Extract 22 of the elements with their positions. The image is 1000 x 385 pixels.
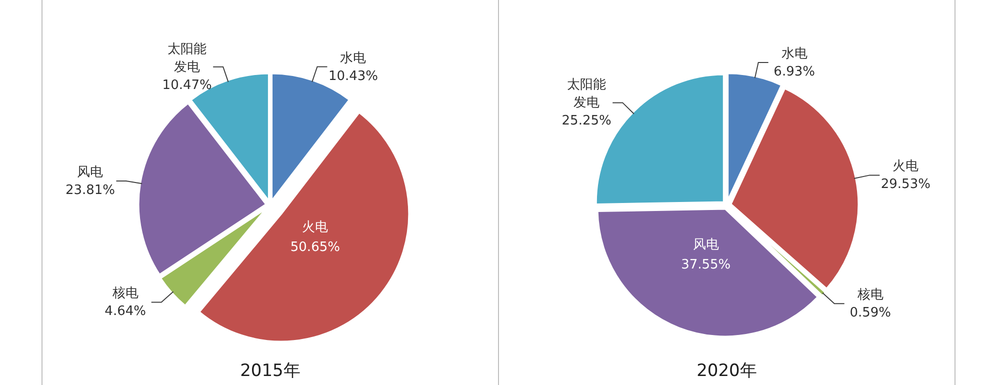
data-label: 29.53% — [880, 177, 930, 192]
slice-label: 核电 — [111, 286, 138, 302]
slice-label: 火电 — [892, 159, 919, 174]
text: 2015年 — [240, 361, 300, 381]
data-label: 6.93% — [774, 64, 815, 80]
slice-label: 太阳能发电 — [567, 78, 606, 111]
slice-label: 核电 — [856, 288, 884, 303]
text: 2020年 — [696, 361, 757, 381]
data-label: 4.64% — [104, 304, 146, 320]
slice-label: 水电 — [781, 46, 808, 62]
data-label: 50.65% — [290, 240, 340, 256]
slice-label: 风电 — [77, 165, 104, 180]
slice-label: 水电 — [340, 50, 366, 66]
data-label: 10.43% — [328, 68, 378, 84]
slice-label: 火电 — [302, 220, 328, 236]
slice-label: 太阳能发电 — [168, 42, 207, 75]
data-label: 25.25% — [562, 114, 612, 129]
data-label: 23.81% — [65, 183, 116, 198]
slice-label: 风电 — [692, 238, 719, 253]
data-label: 0.59% — [850, 306, 892, 321]
data-label: 37.55% — [681, 258, 731, 273]
data-label: 10.47% — [162, 78, 212, 93]
